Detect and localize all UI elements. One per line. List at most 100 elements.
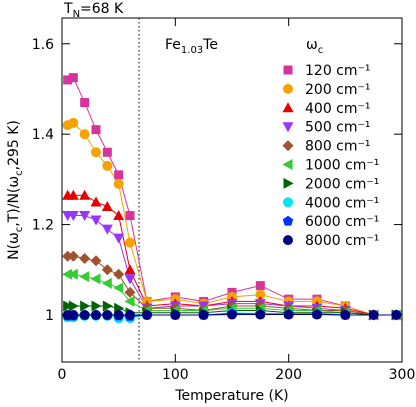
data-point [68, 117, 79, 128]
data-point [283, 309, 294, 320]
annotation: TN=68 K [63, 1, 124, 20]
data-point [90, 196, 102, 207]
data-point [67, 189, 79, 200]
annotation-part: =68 K [80, 1, 124, 17]
legend-label: 200 cm⁻¹ [305, 82, 371, 98]
data-point [113, 282, 124, 294]
sample-label: Fe1.03Te [165, 37, 218, 56]
data-point [113, 268, 125, 280]
y-tick-label: 1.4 [32, 127, 54, 143]
x-tick-label: 100 [162, 367, 189, 383]
legend-marker [282, 159, 293, 170]
data-point [67, 250, 79, 262]
y-tick-label: 1.2 [32, 218, 54, 234]
data-point [62, 250, 74, 262]
data-point [68, 300, 79, 312]
y-axis-label: N(ωc,T)/N(ωc,295 K) [6, 120, 25, 260]
data-point [68, 73, 78, 83]
plot-frame [61, 17, 403, 363]
data-point [67, 211, 79, 222]
data-point [198, 309, 209, 320]
data-point [101, 277, 112, 289]
legend-marker [282, 215, 294, 226]
data-point [91, 125, 101, 135]
sample-label-part: 1.03 [181, 45, 203, 56]
data-point [80, 300, 91, 312]
sample-label-part: Fe [165, 37, 181, 53]
data-point [101, 224, 113, 235]
data-point [63, 75, 73, 85]
legend-label: 800 cm⁻¹ [305, 139, 371, 155]
legend-title-part: c [318, 45, 324, 56]
data-point [124, 264, 136, 275]
data-point [113, 210, 125, 221]
data-point [79, 252, 91, 264]
data-point [124, 286, 136, 298]
data-point [125, 211, 135, 221]
data-point [114, 170, 124, 180]
data-point [102, 309, 113, 320]
data-point [255, 289, 266, 300]
x-tick-label: 200 [275, 367, 302, 383]
data-point [63, 300, 74, 312]
x-axis-label: Temperature (K) [174, 388, 288, 404]
data-point [102, 300, 113, 312]
legend-label: 8000 cm⁻¹ [305, 233, 379, 249]
data-point [312, 309, 322, 320]
y-axis-label-part: ,295 K) [6, 120, 22, 170]
legend-label: 4000 cm⁻¹ [305, 195, 379, 211]
annotation-part: T [63, 1, 73, 17]
legend-label: 400 cm⁻¹ [305, 101, 371, 117]
data-point [90, 273, 101, 285]
data-point [79, 189, 91, 200]
legend-marker [283, 235, 293, 246]
legend-label: 500 cm⁻¹ [305, 120, 371, 136]
data-point [79, 211, 91, 222]
y-tick-label: 1 [45, 308, 54, 324]
data-point [124, 295, 135, 307]
data-point [79, 271, 90, 283]
data-point [368, 309, 379, 320]
x-tick-label: 0 [58, 367, 67, 383]
data-point [79, 129, 90, 140]
data-point [255, 309, 266, 320]
data-point [142, 309, 152, 320]
data-point [68, 309, 79, 320]
y-axis-label-part: c [14, 227, 25, 233]
legend-label: 120 cm⁻¹ [305, 63, 371, 79]
data-point [124, 274, 136, 285]
data-point [62, 268, 73, 280]
data-point [79, 309, 90, 320]
data-point [102, 147, 112, 157]
data-point [90, 215, 102, 226]
y-axis-label-part: N(ω [6, 232, 22, 260]
data-point [102, 160, 113, 171]
data-point [91, 147, 101, 158]
legend-marker [282, 140, 294, 152]
data-point [113, 178, 124, 189]
legend-marker [283, 177, 294, 189]
data-point [90, 255, 102, 267]
x-tick-label: 300 [389, 367, 416, 383]
legend-label: 1000 cm⁻¹ [305, 158, 379, 174]
y-axis-label-part: ,T)/N(ω [6, 176, 22, 227]
data-point [227, 309, 237, 320]
legend-marker [283, 65, 293, 75]
data-point [113, 233, 125, 244]
data-point [255, 281, 265, 291]
legend-marker [283, 197, 293, 208]
legend-marker [283, 83, 293, 94]
data-point [125, 309, 135, 320]
data-point [170, 309, 181, 320]
legend-title-part: ω [306, 37, 318, 53]
data-point [101, 200, 113, 211]
data-point [391, 309, 402, 320]
legend-marker [282, 122, 294, 133]
legend-label: 2000 cm⁻¹ [305, 176, 379, 192]
annotation-part: N [73, 9, 80, 20]
y-axis-label-part: c [14, 170, 25, 176]
legend-marker [282, 102, 294, 113]
sample-label-part: Te [202, 37, 218, 53]
data-point [113, 309, 124, 320]
